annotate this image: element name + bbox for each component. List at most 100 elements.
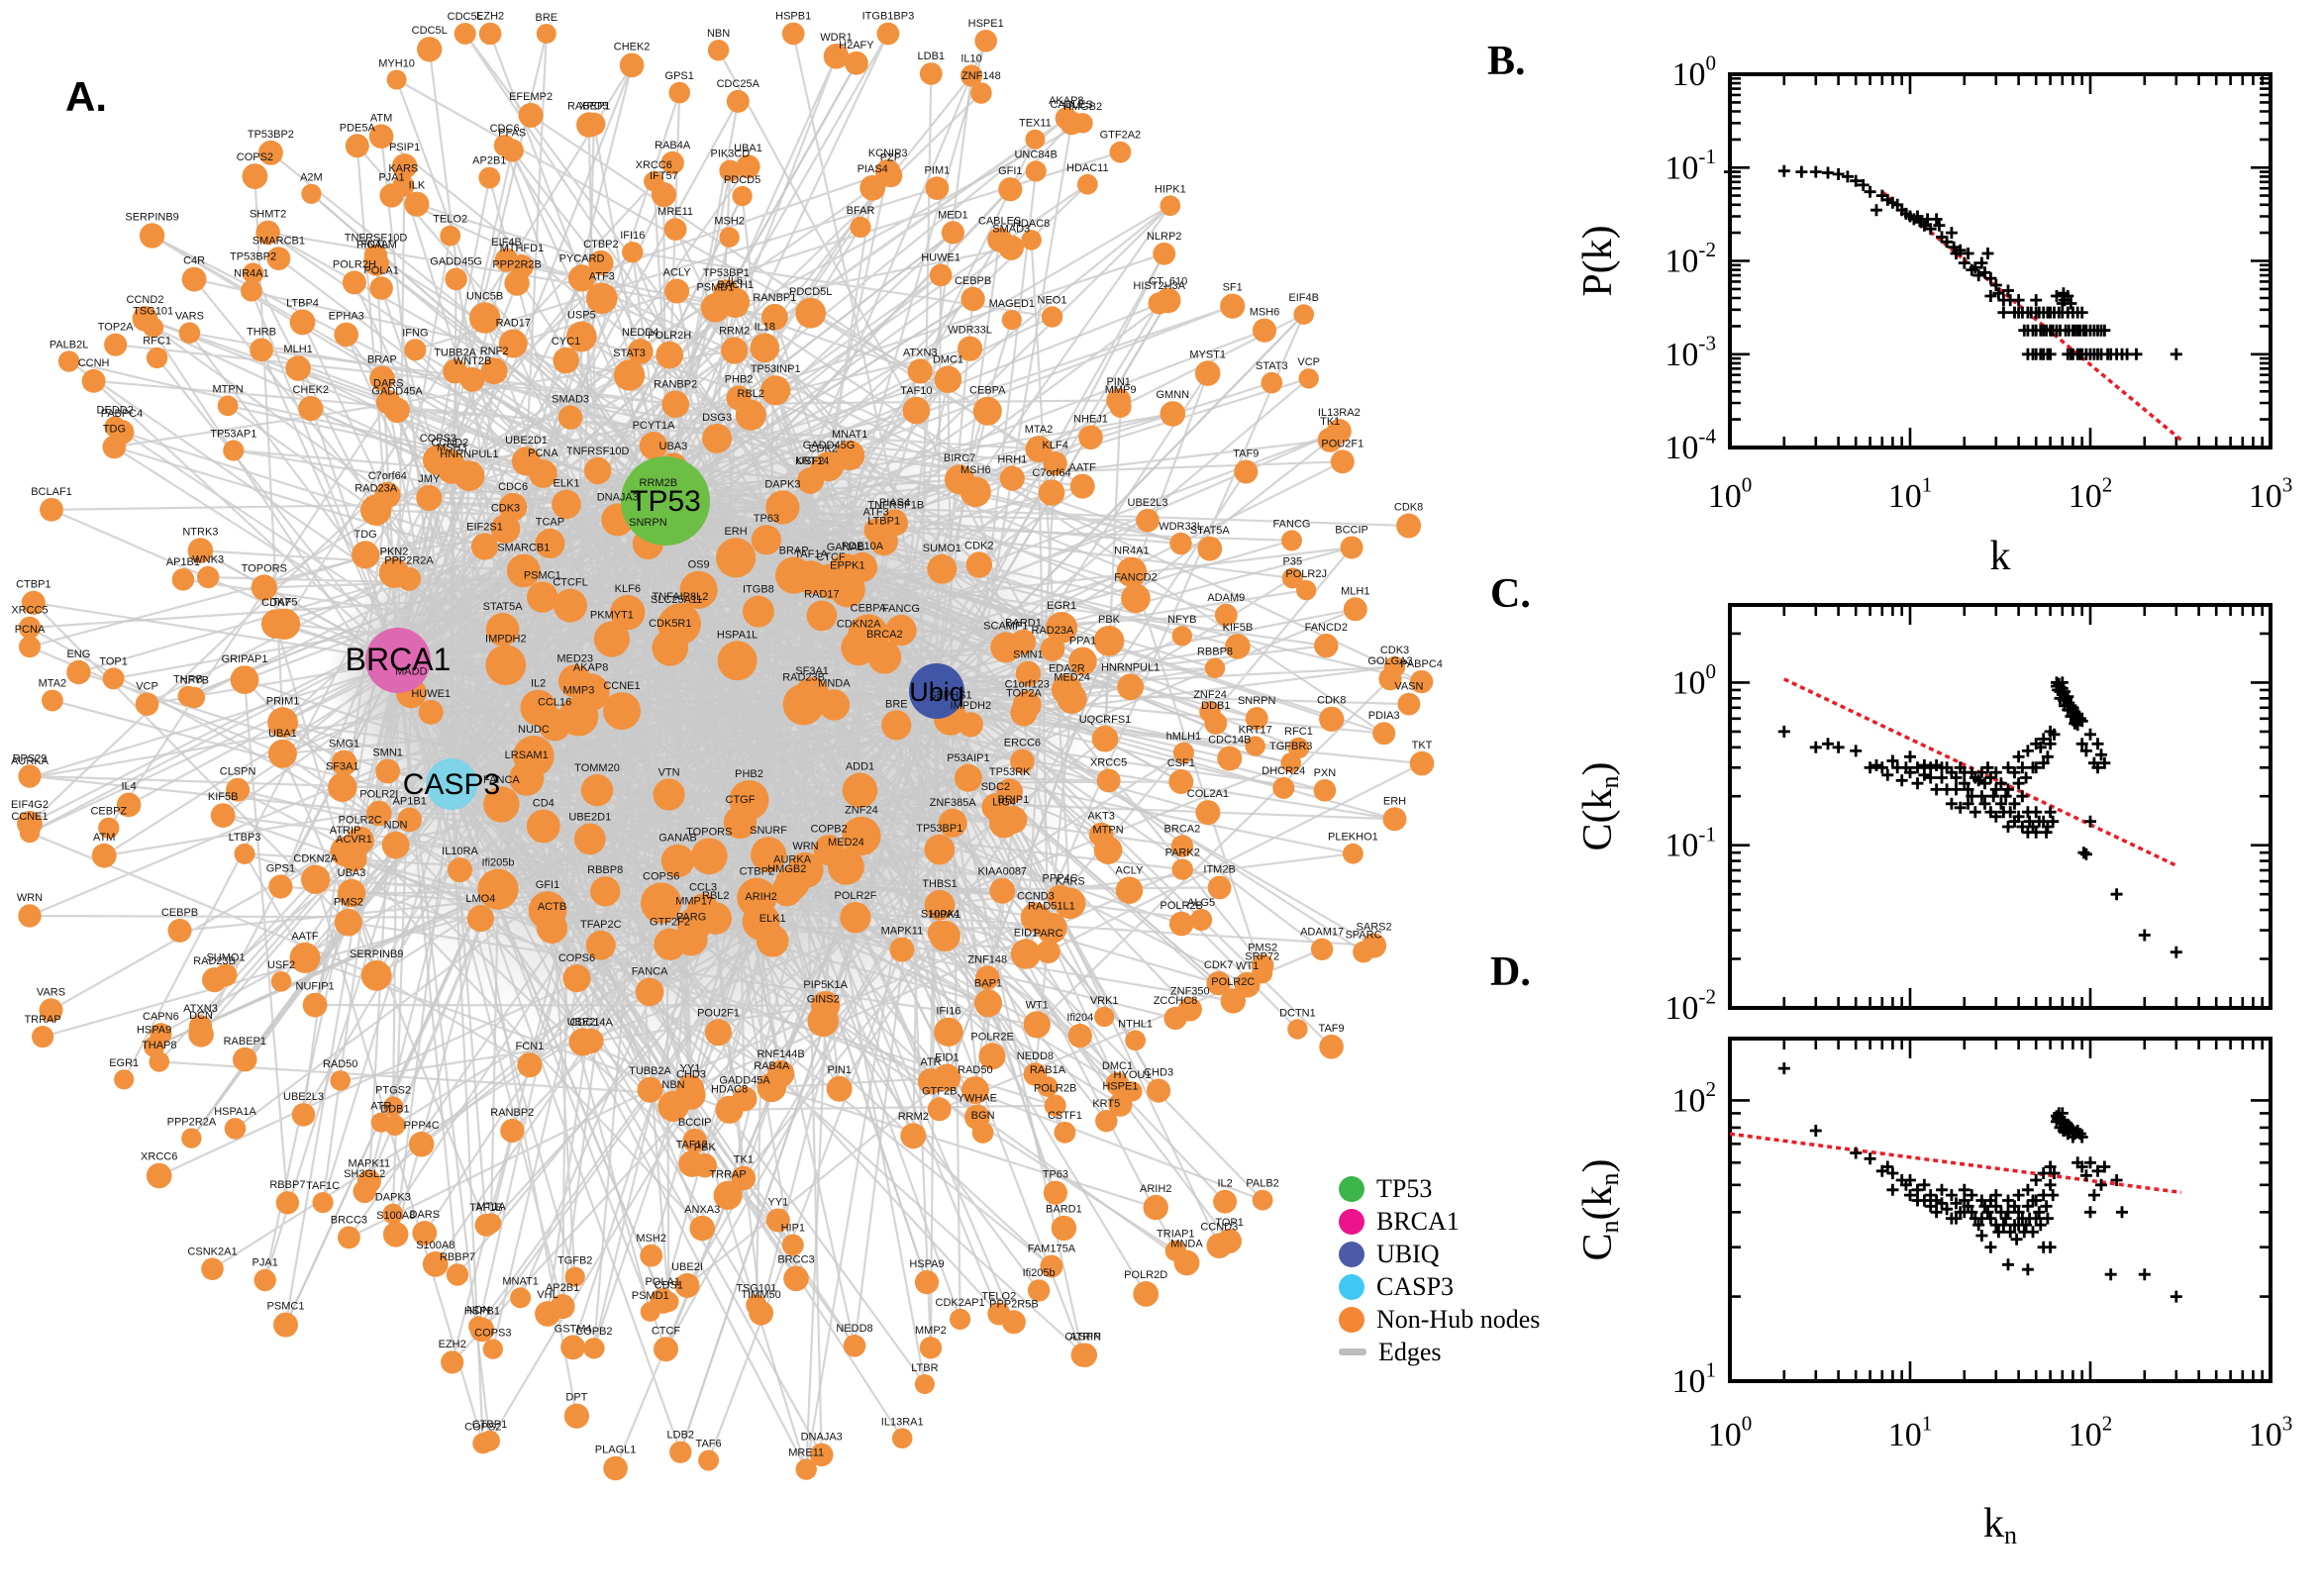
network-node-label: PFAS [498,127,526,139]
network-node-label: BGN [971,1110,995,1122]
legend-item-casp3: CASP3 [1339,1270,1540,1303]
network-node-label: SLC25A11 [651,594,702,606]
network-node-label: MMP17 [675,896,713,908]
network-node-label: TP63 [754,513,779,525]
network-node [1051,1215,1077,1242]
network-node [1362,933,1387,958]
network-node [978,1043,1006,1070]
legend-item-brca1: BRCA1 [1339,1205,1540,1238]
network-node-label: RABEP1 [567,100,610,112]
chart-D-ylabel: Cn(kn) [1575,1158,1624,1260]
network-node [1396,513,1422,539]
network-node-label: DAPK3 [375,1192,411,1204]
network-node [1040,1254,1063,1278]
network-node [446,1263,469,1286]
network-node-label: CABLES [978,216,1021,228]
network-node [929,920,960,952]
network-node [224,1118,247,1140]
network-node [656,341,684,369]
network-node [663,218,687,242]
network-node-label: SARS2 [1357,922,1392,934]
network-node [1041,306,1063,328]
network-node-label: IL6 [728,275,743,287]
chart-C-ticks [1728,605,2272,1010]
network-node [584,456,612,485]
network-node-label: RAD51L1 [1028,901,1075,913]
network-node-label: SNURF [750,825,787,837]
network-node-label: TIMM50 [741,1289,780,1301]
network-node [19,767,41,788]
network-node [1160,195,1181,216]
network-node-label: VRK1 [1090,995,1119,1007]
network-node [1245,736,1265,756]
network-node [1217,746,1243,771]
network-node [828,848,864,885]
network-node-label: PPP2R2A [384,555,434,567]
network-node [568,1028,597,1056]
chart-B-xtick: 102 [2069,473,2113,515]
hub-label-tp53: TP53 [630,485,701,518]
network-node [1068,647,1097,676]
network-node-label: WRN [792,841,818,852]
hub-label-casp3: CASP3 [403,768,500,801]
network-node [958,336,983,361]
network-node [529,459,557,488]
network-node [736,154,760,179]
network-node [1169,532,1192,555]
chart-D-xtick: 100 [1708,1412,1753,1453]
network-node-label: CTCFL [553,577,587,589]
network-node [334,908,362,937]
network-node [965,551,992,578]
network-node [383,1096,404,1117]
network-node-label: STAT5A [1190,525,1231,537]
network-node-label: AP2B1 [546,1282,579,1294]
network-node-label: YWHAE [958,1093,997,1105]
network-node [91,843,117,868]
network-node-label: GADD45G [430,256,482,268]
network-node-label: SPARC [1345,930,1381,942]
network-node [535,1301,560,1327]
network-node [627,339,654,364]
network-node [719,227,740,248]
edge-swatch-icon [1339,1348,1366,1355]
network-node-label: GFI1 [998,165,1022,177]
network-node-label: PIM1 [925,164,951,176]
network-node-label: RAD23A [1032,625,1074,637]
network-node-label: MT1A [476,1201,506,1213]
network-node-label: MED1 [938,209,968,221]
network-node-label: EGR1 [1047,600,1076,612]
network-node [404,339,427,361]
network-node [1340,536,1364,559]
network-node-label: C7orf64 [368,470,407,482]
network-node-label: SERPINB9 [125,211,178,223]
network-node-label: PJA1 [378,172,404,184]
network-node [867,640,902,674]
network-node-label: MSH6 [1250,307,1280,319]
network-node-label: NEO1 [1038,294,1067,306]
network-node-label: KIAA0087 [978,866,1028,878]
network-node [1280,752,1301,773]
network-node-label: AURKA [773,854,812,866]
network-node [891,1428,913,1448]
network-node-label: KIF5B [1223,622,1254,634]
network-node-label: POLR2C [339,815,382,827]
network-node [1109,141,1132,163]
network-node [445,267,467,291]
network-node-label: COPS6 [643,870,679,882]
network-node [1330,449,1355,474]
network-node-label: CD4 [533,798,555,810]
network-node-label: PKMYT1 [590,609,634,621]
network-node [517,1052,543,1078]
network-node-label: TOMM20 [574,762,620,774]
network-node-label: HIPK1 [929,909,960,921]
network-node [640,1244,663,1267]
network-node [1207,875,1232,900]
network-node [509,760,545,796]
network-node-label: TAF12 [676,1139,708,1150]
network-node-label: TP53INP1 [751,363,801,375]
network-node [1155,287,1181,314]
network-node-label: RRM2 [719,326,750,338]
network-node [732,185,753,207]
network-node-label: HUWE1 [411,688,451,700]
